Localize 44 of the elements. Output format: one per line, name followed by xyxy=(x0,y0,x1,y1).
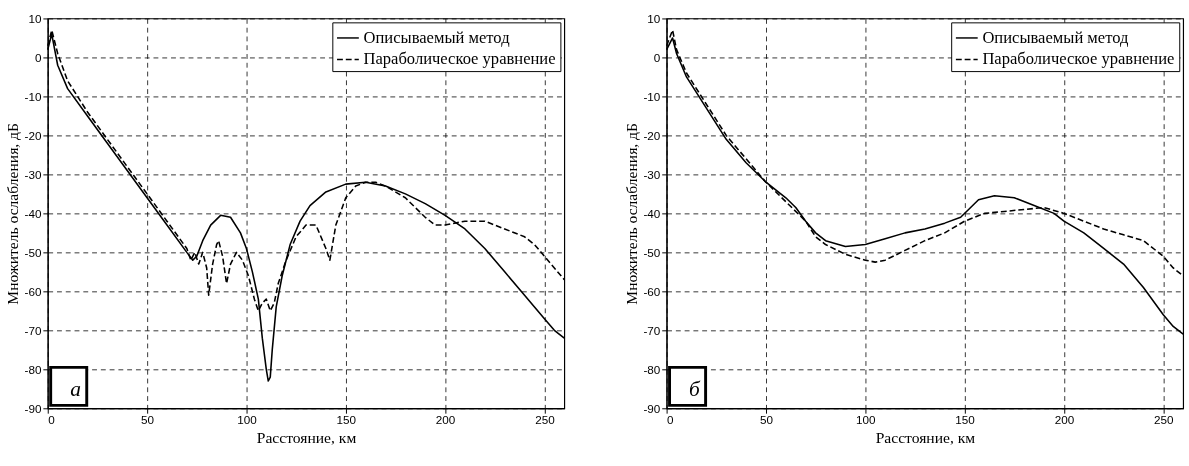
x-tick-label: 150 xyxy=(955,413,976,427)
y-tick-label: -90 xyxy=(24,401,42,415)
x-tick-label: 0 xyxy=(48,413,56,427)
y-tick-label: -70 xyxy=(643,323,661,337)
legend-label: Описываемый метод xyxy=(363,27,511,47)
y-tick-label: -30 xyxy=(643,167,661,181)
x-axis-title: Расстояние, км xyxy=(875,428,976,446)
annotation: а xyxy=(70,376,81,401)
x-tick-label: 100 xyxy=(237,413,258,427)
y-tick-label: -80 xyxy=(643,362,661,376)
y-tick-label: -10 xyxy=(643,89,661,103)
y-tick-label: -20 xyxy=(24,128,42,142)
y-tick-label: 0 xyxy=(653,50,661,64)
x-tick-label: 50 xyxy=(759,413,774,427)
y-axis-title: Множитель ослабления, дБ xyxy=(622,122,640,305)
x-tick-label: 0 xyxy=(667,413,675,427)
y-tick-label: -40 xyxy=(643,206,661,220)
x-tick-label: 250 xyxy=(535,413,556,427)
y-tick-label: 0 xyxy=(34,50,42,64)
y-tick-label: -60 xyxy=(643,284,661,298)
x-tick-label: 200 xyxy=(1054,413,1075,427)
y-tick-label: -60 xyxy=(24,284,42,298)
y-tick-label: -70 xyxy=(24,323,42,337)
y-tick-label: 10 xyxy=(28,11,42,25)
y-tick-label: -30 xyxy=(24,167,42,181)
y-tick-label: -50 xyxy=(24,245,42,259)
y-tick-label: 10 xyxy=(647,11,661,25)
y-tick-label: -20 xyxy=(643,128,661,142)
legend-label: Параболическое уравнение xyxy=(982,49,1175,69)
y-tick-label: -90 xyxy=(643,401,661,415)
legend-label: Параболическое уравнение xyxy=(363,49,556,69)
x-tick-label: 100 xyxy=(856,413,877,427)
legend-label: Описываемый метод xyxy=(982,27,1129,47)
y-tick-label: -80 xyxy=(24,362,42,376)
x-tick-label: 50 xyxy=(141,413,155,427)
annotation: б xyxy=(688,376,701,401)
y-axis-title: Множитель ослабления, дБ xyxy=(3,122,21,305)
x-tick-label: 250 xyxy=(1154,413,1175,427)
y-tick-label: -50 xyxy=(643,245,661,259)
y-tick-label: -40 xyxy=(24,206,42,220)
x-axis-title: Расстояние, км xyxy=(256,428,357,446)
y-tick-label: -10 xyxy=(24,89,42,103)
x-tick-label: 200 xyxy=(435,413,456,427)
x-tick-label: 150 xyxy=(336,413,357,427)
